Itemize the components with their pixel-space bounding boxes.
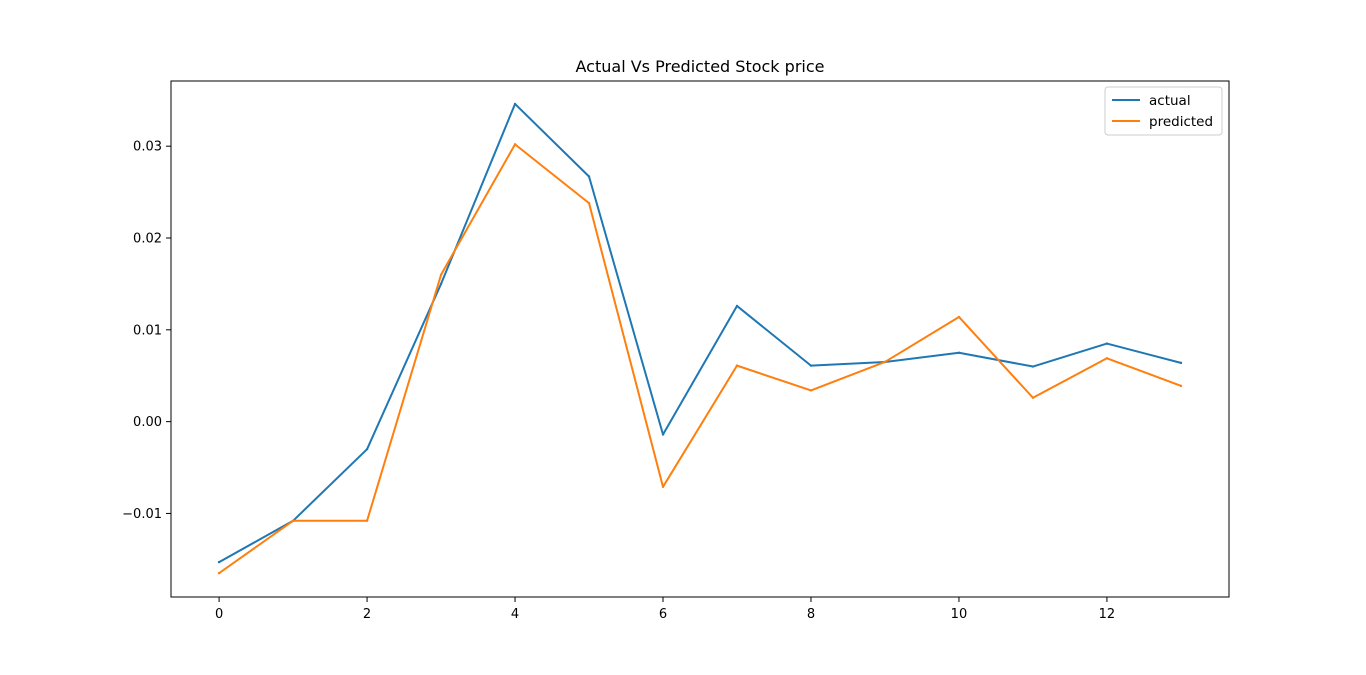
series-line-actual xyxy=(217,102,1183,564)
data-point-actual xyxy=(365,447,369,451)
data-point-actual xyxy=(809,364,813,367)
x-tick-label: 12 xyxy=(1099,607,1116,622)
data-point-actual xyxy=(587,175,591,178)
data-point-actual xyxy=(513,102,517,106)
y-tick-label: 0.01 xyxy=(133,323,162,338)
data-point-predicted xyxy=(957,315,961,319)
data-point-predicted xyxy=(365,519,369,522)
plot-frame xyxy=(170,80,1230,598)
data-point-predicted xyxy=(735,364,739,367)
data-point-predicted xyxy=(217,571,221,575)
data-point-actual xyxy=(661,433,665,436)
data-point-predicted xyxy=(883,360,887,364)
y-tick-label: 0.00 xyxy=(133,415,162,430)
x-tick-label: 10 xyxy=(951,607,968,622)
x-tick-label: 4 xyxy=(511,607,519,622)
y-tick-label: 0.03 xyxy=(133,140,162,155)
legend-label-actual: actual xyxy=(1149,93,1191,109)
x-tick-label: 6 xyxy=(659,607,667,622)
data-point-actual xyxy=(1105,342,1109,345)
y-tick-label: −0.01 xyxy=(122,507,162,522)
data-point-predicted xyxy=(1179,384,1183,388)
data-point-predicted xyxy=(661,485,665,489)
y-tick-label: 0.02 xyxy=(133,232,162,247)
axes: 0 2 4 6 8 10 12 −0.01 0.00 0.01 0.02 0.03 xyxy=(122,80,1230,622)
x-tick-label: 8 xyxy=(807,607,815,622)
legend-label-predicted: predicted xyxy=(1149,114,1213,130)
data-point-predicted xyxy=(1031,396,1035,399)
data-point-predicted xyxy=(809,389,813,392)
data-point-actual xyxy=(439,282,443,286)
data-point-actual xyxy=(1179,361,1183,365)
data-point-predicted xyxy=(1105,357,1109,360)
x-tick-label: 2 xyxy=(363,607,371,622)
data-point-predicted xyxy=(291,519,295,522)
data-point-actual xyxy=(735,304,739,308)
data-point-actual xyxy=(1031,365,1035,368)
series-line-predicted xyxy=(217,143,1183,575)
data-point-predicted xyxy=(587,201,591,205)
legend: actual predicted xyxy=(1104,86,1223,136)
x-tick-label: 0 xyxy=(215,607,223,622)
data-point-actual xyxy=(957,351,961,354)
data-point-predicted xyxy=(439,273,443,276)
data-point-predicted xyxy=(513,143,517,146)
data-point-actual xyxy=(217,560,221,564)
chart-title: Actual Vs Predicted Stock price xyxy=(576,57,825,76)
plot-area xyxy=(217,102,1183,575)
